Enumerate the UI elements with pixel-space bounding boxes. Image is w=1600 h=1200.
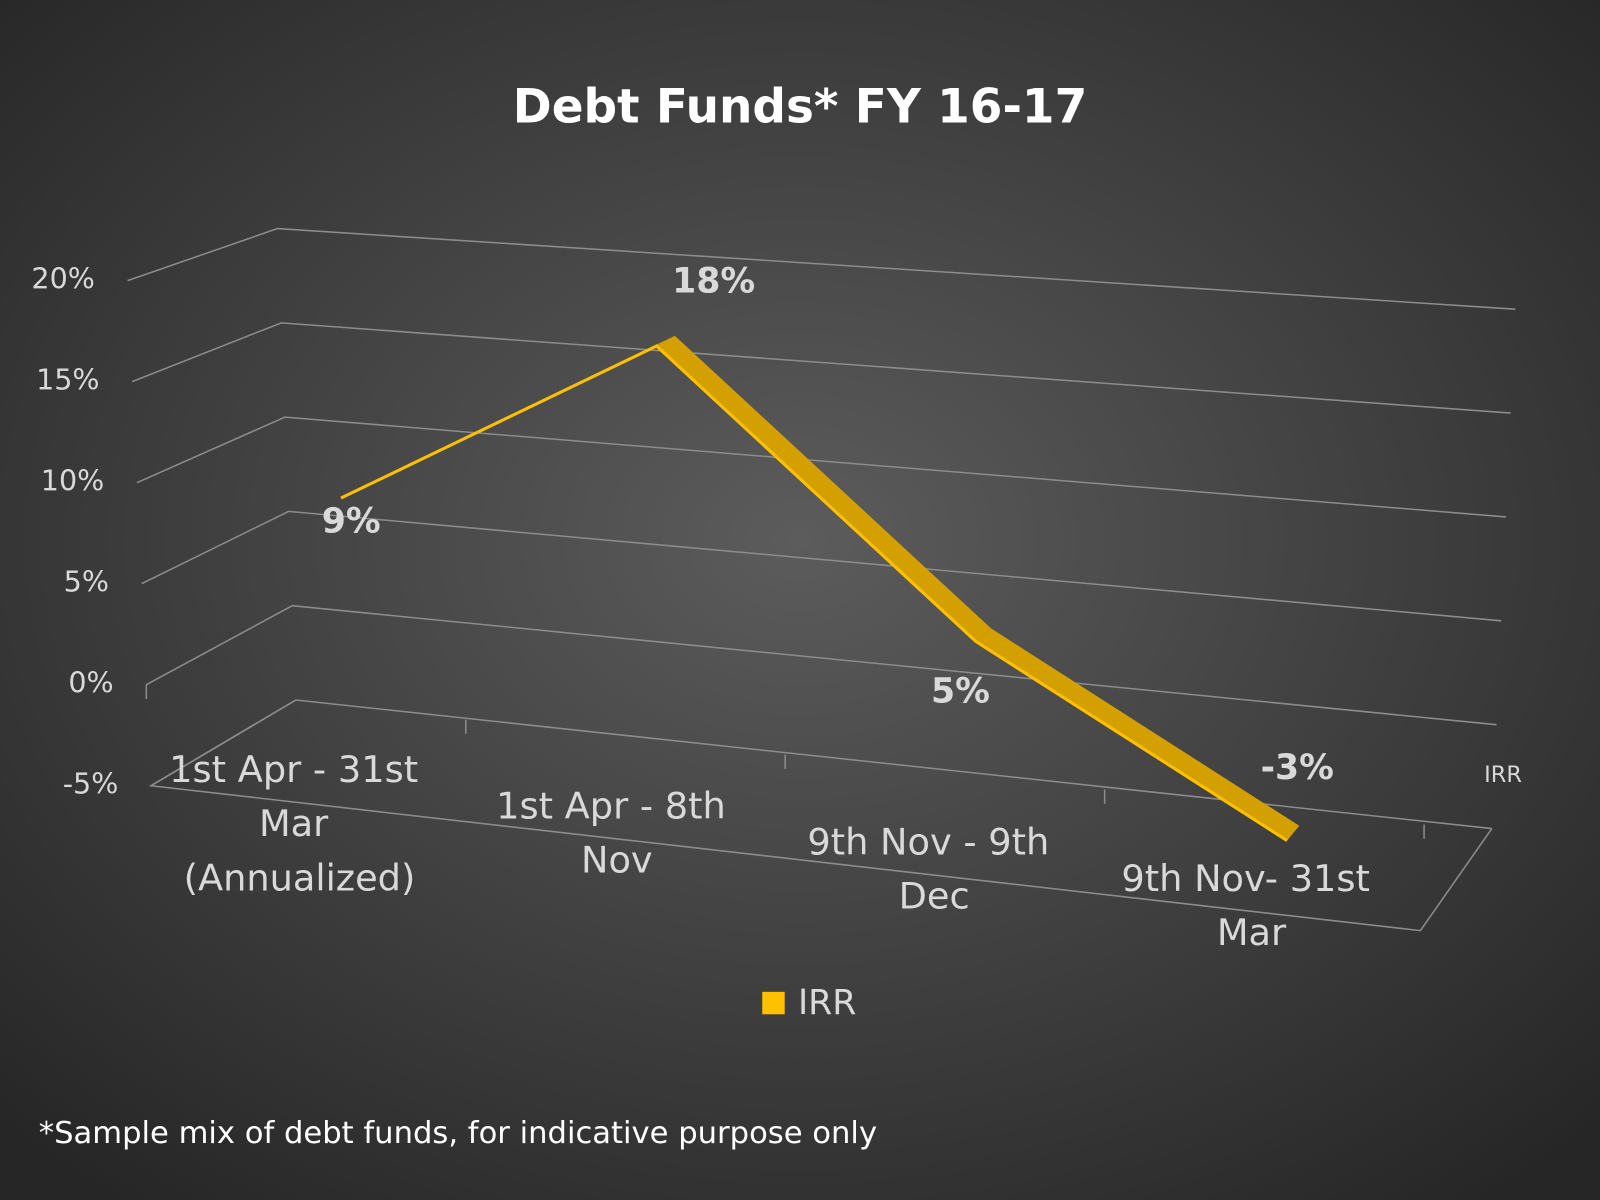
- floor-edge: [148, 699, 1493, 932]
- legend-swatch: [762, 991, 785, 1015]
- grid-line: [127, 227, 1516, 310]
- chart-title: Debt Funds* FY 16-17: [513, 80, 1087, 135]
- y-tick-label: -5%: [63, 767, 119, 801]
- x-tick-label: 1st Apr - 31st Mar (Annualized): [169, 748, 430, 899]
- y-tick-label: 5%: [64, 565, 109, 599]
- footnote: *Sample mix of debt funds, for indicativ…: [39, 1116, 877, 1151]
- plot-area: Debt Funds* FY 16-17 *Sample mix of debt…: [31, 80, 1522, 1151]
- depth-axis-label: IRR: [1484, 762, 1522, 788]
- data-label: 5%: [931, 671, 990, 711]
- x-tick-label: 9th Nov- 31st Mar: [1121, 856, 1381, 953]
- series-line: [340, 344, 1288, 842]
- y-tick-label: 10%: [41, 464, 105, 498]
- data-label: -3%: [1261, 748, 1334, 788]
- x-tick-label: 1st Apr - 8th Nov: [496, 784, 737, 881]
- grid-line: [131, 322, 1511, 414]
- ribbon-face: [656, 335, 991, 642]
- y-tick-label: 15%: [36, 363, 99, 397]
- grid-line: [145, 604, 1497, 726]
- grid-line: [136, 416, 1506, 518]
- data-label: 18%: [672, 262, 755, 302]
- y-tick-label: 20%: [31, 262, 94, 296]
- legend-label: IRR: [798, 983, 856, 1023]
- data-label: 9%: [322, 502, 381, 542]
- y-tick-label: 0%: [68, 666, 113, 700]
- grid-line: [141, 510, 1502, 622]
- ribbon-face: [975, 628, 1300, 841]
- x-tick-label: 9th Nov - 9th Dec: [807, 820, 1061, 917]
